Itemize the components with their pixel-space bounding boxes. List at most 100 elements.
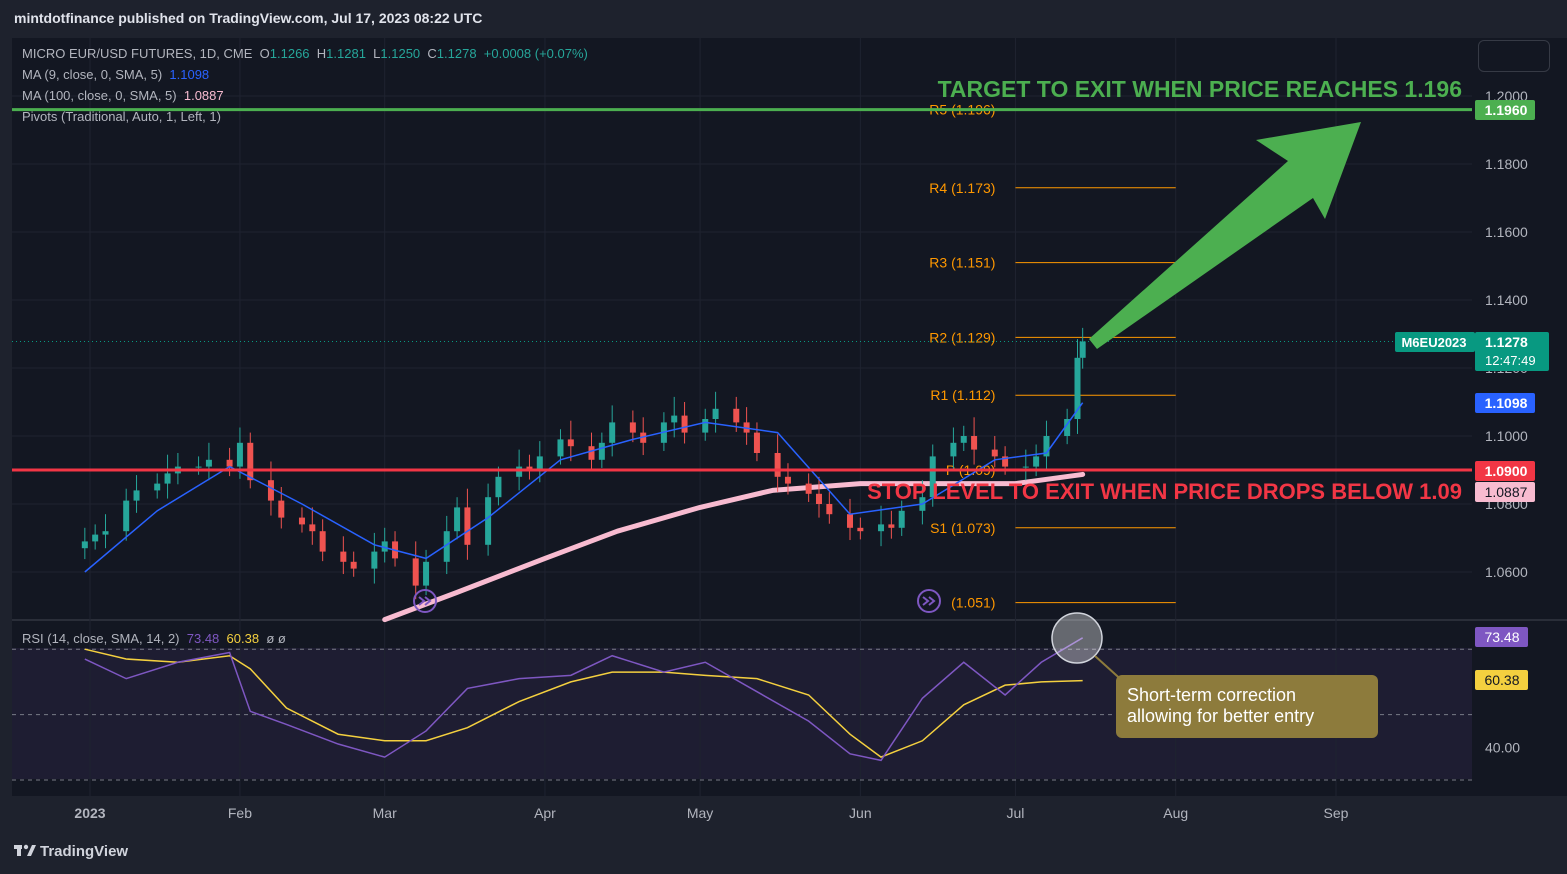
candle-body	[536, 456, 543, 470]
rsi-ma-badge	[1475, 670, 1528, 690]
legend-open: 1.1266	[269, 46, 310, 61]
time-tick-label: 2023	[74, 805, 105, 821]
candle-body	[526, 466, 533, 470]
candle-body	[557, 439, 564, 457]
legend-high-label: H	[316, 46, 327, 61]
ma9-badge	[1475, 393, 1535, 413]
time-tick-label: Sep	[1324, 805, 1349, 821]
candle-body	[733, 408, 740, 423]
candle-body	[878, 524, 885, 532]
price-tick-label: 1.1800	[1485, 156, 1528, 172]
candle-body	[991, 449, 998, 457]
candle-body	[1002, 456, 1009, 467]
price-tick-label: 1.1400	[1485, 292, 1528, 308]
candle-body	[888, 524, 895, 528]
legend-ma100[interactable]: MA (100, close, 0, SMA, 5) 1.0887	[22, 88, 224, 103]
stop-badge-text: 1.0900	[1485, 463, 1528, 479]
price-tick-label: 1.0600	[1485, 564, 1528, 580]
tradingview-icon	[14, 844, 36, 856]
legend-rsi-value: 73.48	[186, 631, 220, 646]
trade-levels	[12, 108, 1472, 472]
target-badge	[1475, 100, 1535, 120]
rsi-series	[12, 637, 1472, 781]
last-price-text: 1.1278	[1485, 334, 1528, 350]
candle-body	[278, 500, 285, 518]
pivot-label: R3 (1.151)	[929, 255, 995, 271]
candle-body	[805, 483, 812, 494]
legend-close-label: C	[427, 46, 437, 61]
candle-body	[712, 408, 719, 419]
candle-body	[1022, 466, 1029, 468]
rsi-badge-text: 73.48	[1484, 629, 1519, 645]
ma100-badge	[1475, 482, 1535, 502]
candle-body	[598, 442, 605, 460]
candle-body	[423, 561, 430, 586]
candle-body	[671, 415, 678, 423]
candle-body	[464, 507, 471, 545]
rsi-badge	[1475, 627, 1528, 647]
candle-body	[226, 459, 233, 467]
candle-body	[847, 514, 854, 528]
legend-rsi-label: RSI (14, close, SMA, 14, 2)	[22, 631, 180, 646]
legend-pivots[interactable]: Pivots (Traditional, Auto, 1, Left, 1)	[22, 109, 221, 124]
legend-rsi[interactable]: RSI (14, close, SMA, 14, 2) 73.48 60.38 …	[22, 631, 286, 646]
pivot-label: (1.051)	[951, 595, 995, 611]
candle-body	[92, 534, 99, 542]
price-tick-label: 1.1000	[1485, 428, 1528, 444]
candle-body	[588, 446, 595, 460]
target-badge-text: 1.1960	[1485, 102, 1528, 118]
candle-body	[567, 439, 574, 447]
candle-body	[350, 561, 357, 569]
legend-ma9[interactable]: MA (9, close, 0, SMA, 5) 1.1098	[22, 67, 209, 82]
pivot-label: R2 (1.129)	[929, 329, 995, 345]
candle-body	[609, 422, 616, 443]
dividend-marker-icon[interactable]	[917, 589, 941, 613]
price-tick-label: 1.1600	[1485, 224, 1528, 240]
time-tick-label: Mar	[373, 805, 397, 821]
dividend-marker-icon[interactable]	[413, 589, 437, 613]
candle-body	[195, 466, 202, 468]
rsi-line	[84, 637, 1084, 762]
candle-body	[495, 476, 502, 498]
candle-body	[81, 541, 88, 549]
candle-body	[267, 480, 274, 501]
candle-body	[309, 524, 316, 532]
legend-open-label: O	[259, 46, 270, 61]
legend-pivots-label: Pivots (Traditional, Auto, 1, Left, 1)	[22, 109, 221, 124]
top-bar: mintdotfinance published on TradingView.…	[0, 0, 1567, 38]
publisher-info: mintdotfinance published on TradingView.…	[14, 10, 483, 26]
legend-ma100-label: MA (100, close, 0, SMA, 5)	[22, 88, 177, 103]
horizontal-grid	[12, 95, 1472, 573]
candle-body	[1033, 456, 1040, 467]
ma100-line	[382, 471, 1086, 623]
candle-body	[371, 551, 378, 569]
ma100-badge-text: 1.0887	[1485, 484, 1528, 500]
countdown-text: 12:47:49	[1485, 353, 1536, 368]
time-tick-label: Jun	[849, 805, 872, 821]
vertical-grid	[89, 38, 1337, 796]
rsi-ma-badge-text: 60.38	[1484, 672, 1519, 688]
price-scale-background[interactable]	[1472, 38, 1567, 796]
rsi-ma-line	[84, 648, 1083, 758]
target-arrow	[1089, 122, 1361, 349]
pivot-levels: R5 (1.196)R4 (1.173)R3 (1.151)R2 (1.129)…	[929, 102, 1176, 611]
time-axis[interactable]: 2023 Feb Mar Apr May Jun Jul Aug Sep	[74, 805, 1348, 821]
candle-body	[123, 500, 130, 532]
rsi-highlight-circle	[1051, 612, 1103, 664]
candle-body	[102, 531, 109, 535]
candle-body	[516, 466, 523, 477]
settings-button[interactable]	[1478, 40, 1550, 72]
legend-rsi-ma-value: 60.38	[226, 631, 260, 646]
candle-body	[950, 442, 957, 457]
candle-body	[154, 483, 161, 491]
last-price-badge	[1475, 332, 1549, 371]
legend-low-label: L	[373, 46, 381, 61]
price-badges: 1.1960 M6EU2023 1.1278 12:47:49 1.1098 1…	[1395, 100, 1549, 690]
legend-symbol: MICRO EUR/USD FUTURES, 1D, CME	[22, 46, 253, 61]
legend-close: 1.1278	[436, 46, 477, 61]
time-tick-label: Aug	[1163, 805, 1188, 821]
candle-body	[381, 541, 388, 552]
candle-body	[681, 415, 688, 433]
tradingview-logo[interactable]: TradingView	[14, 843, 128, 860]
